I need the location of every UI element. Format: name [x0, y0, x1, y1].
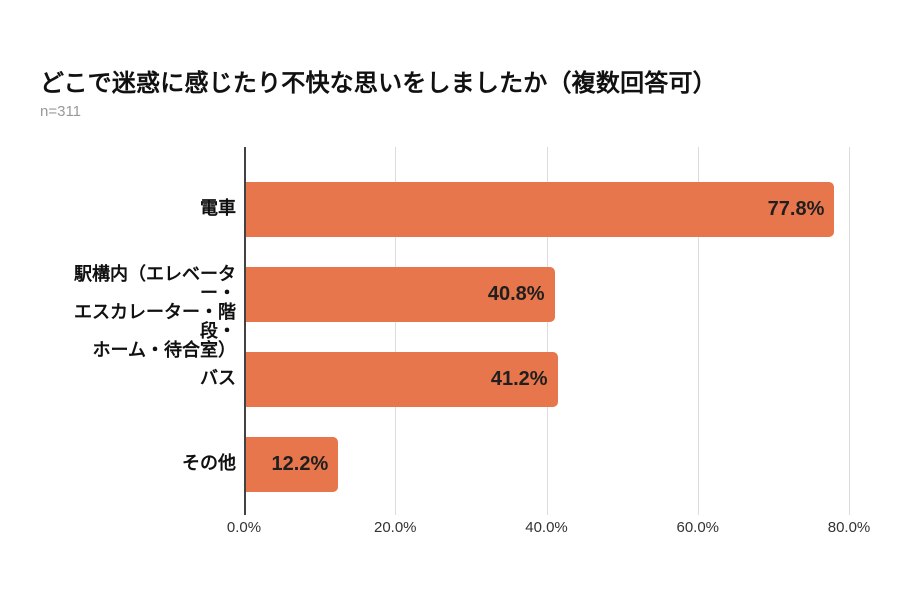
category-label-line: エスカレーター・階段・ — [74, 302, 236, 341]
bar: 12.2% — [246, 437, 339, 492]
bar: 77.8% — [246, 182, 835, 237]
plot-area: 0.0% 20.0% 40.0% 60.0% 80.0% 電車 77.8% 駅構内（エレベータ… — [40, 147, 870, 567]
bar: 40.8% — [246, 267, 555, 322]
gridline — [697, 147, 699, 515]
x-tick-label: 60.0% — [676, 519, 720, 536]
gridline — [395, 147, 397, 515]
value-label: 12.2% — [271, 453, 329, 475]
category-label-line: 駅構内（エレベーター・ — [74, 264, 236, 303]
value-label: 41.2% — [490, 368, 548, 390]
category-label: 駅構内（エレベーター・ エスカレーター・階段・ ホーム・待合室） — [40, 265, 236, 360]
x-tick-label: 80.0% — [827, 519, 871, 536]
gridline — [849, 147, 850, 515]
category-label: バス — [40, 369, 236, 388]
category-label-line: バス — [200, 368, 236, 388]
x-tick-label: 0.0% — [226, 519, 262, 536]
category-label-line: その他 — [182, 453, 236, 473]
x-tick-label: 40.0% — [525, 519, 568, 536]
value-label: 77.8% — [767, 198, 825, 220]
category-label: その他 — [40, 454, 236, 473]
category-label: 電車 — [40, 199, 236, 218]
gridline — [546, 147, 548, 515]
bar: 41.2% — [246, 352, 558, 407]
chart-title: どこで迷惑に感じたり不快な思いをしましたか（複数回答可） — [40, 70, 717, 97]
y-axis-line — [244, 147, 246, 515]
sample-size: n=311 — [40, 103, 82, 120]
category-label-line: ホーム・待合室） — [92, 340, 236, 360]
value-label: 40.8% — [487, 283, 545, 305]
x-tick-label: 20.0% — [373, 519, 417, 536]
category-label-line: 電車 — [200, 198, 236, 218]
